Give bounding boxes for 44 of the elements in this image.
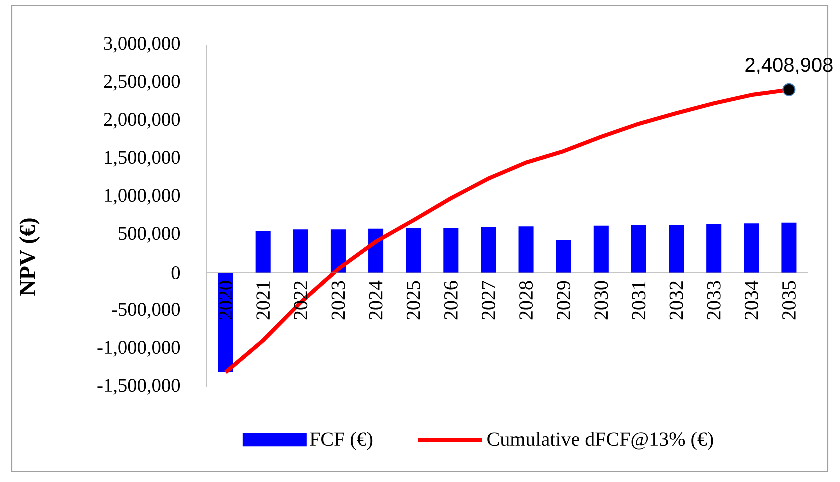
x-tick-label: 2030 bbox=[594, 281, 608, 320]
x-tick-label: 2033 bbox=[707, 281, 721, 320]
bar bbox=[556, 240, 572, 273]
bar bbox=[406, 228, 422, 273]
bar bbox=[481, 227, 496, 273]
bar bbox=[256, 231, 271, 273]
bar bbox=[669, 225, 684, 273]
y-tick-label: 3,000,000 bbox=[104, 37, 180, 53]
x-tick-label: 2021 bbox=[256, 282, 270, 320]
bar bbox=[518, 226, 534, 273]
x-tick-label: 2023 bbox=[332, 281, 346, 320]
y-tick-label: 2,500,000 bbox=[104, 75, 180, 91]
y-tick-label: 1,500,000 bbox=[105, 151, 180, 167]
annotation: 2,408,908 bbox=[746, 58, 833, 75]
bar bbox=[782, 222, 797, 273]
bar bbox=[594, 226, 609, 273]
bar bbox=[744, 224, 760, 273]
y-tick-label: 500,000 bbox=[119, 227, 180, 243]
x-tick-label: 2031 bbox=[632, 282, 646, 320]
x-tick-label: 2028 bbox=[520, 281, 534, 320]
y-tick-label: -1,000,000 bbox=[98, 341, 180, 357]
x-tick-label: 2025 bbox=[406, 281, 420, 320]
x-tick-label: 2020 bbox=[219, 281, 233, 320]
bar bbox=[293, 230, 308, 273]
x-tick-label: 2034 bbox=[744, 280, 758, 320]
x-tick-label: 2027 bbox=[482, 281, 496, 320]
x-tick-label: 2032 bbox=[670, 282, 684, 320]
x-tick-label: 2024 bbox=[369, 280, 383, 320]
y-tick-label: 0 bbox=[172, 266, 180, 280]
y-axis-title: NPV (€) bbox=[19, 218, 40, 296]
y-tick-label: 1,000,000 bbox=[105, 189, 180, 205]
bar bbox=[706, 224, 722, 273]
x-tick-label: 2022 bbox=[294, 282, 308, 320]
legend-label: FCF (€) bbox=[310, 432, 373, 450]
bar bbox=[330, 230, 346, 273]
bar bbox=[631, 225, 646, 273]
x-tick-label: 2026 bbox=[444, 281, 458, 320]
x-tick-label: 2029 bbox=[557, 281, 571, 320]
y-tick-label: -1,500,000 bbox=[98, 379, 180, 395]
y-tick-label: 2,000,000 bbox=[104, 113, 180, 129]
y-tick-label: -500,000 bbox=[112, 303, 180, 319]
bar bbox=[444, 228, 459, 273]
x-tick-label: 2035 bbox=[782, 281, 796, 320]
legend-label: Cumulative dFCF@13% (€) bbox=[488, 432, 714, 450]
